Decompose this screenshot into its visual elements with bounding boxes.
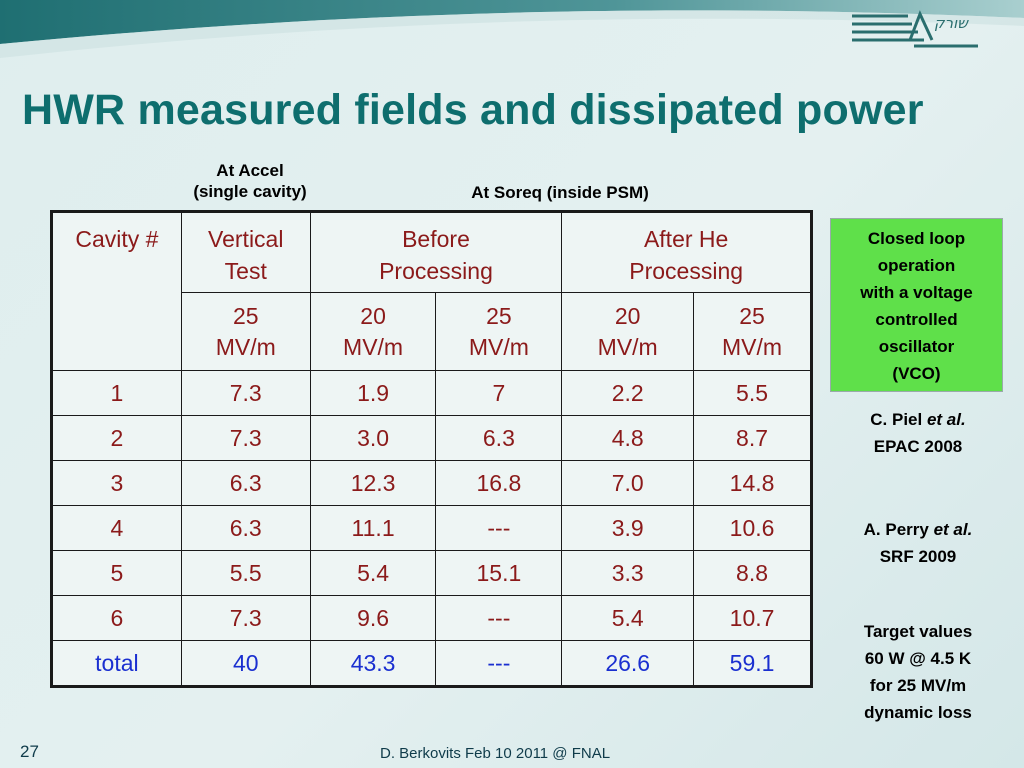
- table-cell: 5.4: [309, 550, 437, 596]
- table-cell: 5.4: [561, 595, 695, 641]
- table-cell: 10.6: [693, 505, 811, 551]
- label-at-accel-line2: (single cavity): [193, 182, 307, 201]
- table-row: 2 7.3 3.0 6.3 4.8 8.7: [52, 415, 811, 461]
- header-after-he-processing: After He Processing: [561, 212, 811, 293]
- table-cell: 4.8: [561, 415, 695, 461]
- table-cell: 5: [52, 550, 182, 596]
- soreq-logo: שורק: [852, 10, 978, 48]
- table-subheader-row: 25 MV/m 20 MV/m 25 MV/m 20 MV/m 25 MV/m: [53, 292, 811, 371]
- subheader-cell: 20 MV/m: [561, 292, 695, 371]
- table-row: 4 6.3 11.1 --- 3.9 10.6: [52, 505, 811, 551]
- footer-text: D. Berkovits Feb 10 2011 @ FNAL: [380, 745, 611, 762]
- table-cell: 1: [52, 370, 182, 416]
- reference-perry: A. Perry et al. SRF 2009: [863, 520, 973, 566]
- table-cell: 3.0: [309, 415, 437, 461]
- table-cell: 10.7: [693, 595, 811, 641]
- table-cell: ---: [435, 505, 563, 551]
- table-cell: 3.9: [561, 505, 695, 551]
- fields-table: Cavity # Vertical Test Before Processing A…: [50, 210, 813, 688]
- total-cell: 43.3: [309, 640, 437, 686]
- subheader-cell: 25 MV/m: [693, 292, 811, 371]
- table-cell: 7: [435, 370, 563, 416]
- table-cell: 5.5: [180, 550, 311, 596]
- table-cell: 7.3: [180, 595, 311, 641]
- table-cell: 6: [52, 595, 182, 641]
- table-row: 3 6.3 12.3 16.8 7.0 14.8: [52, 460, 811, 506]
- label-at-accel: At Accel (single cavity): [170, 160, 330, 202]
- table-cell: 9.6: [309, 595, 437, 641]
- table-cell: 6.3: [180, 505, 311, 551]
- table-cell: 6.3: [180, 460, 311, 506]
- reference-piel: C. Piel et al. EPAC 2008: [870, 410, 966, 456]
- label-at-accel-line1: At Accel: [216, 161, 284, 180]
- table-total-row: total 40 43.3 --- 26.6 59.1: [52, 640, 811, 686]
- total-cell: 59.1: [693, 640, 811, 686]
- table-header-row: Cavity # Vertical Test Before Processing A…: [52, 212, 811, 371]
- total-cell: ---: [435, 640, 563, 686]
- total-cell: 26.6: [561, 640, 695, 686]
- total-cell: 40: [180, 640, 311, 686]
- subheader-cell: 25 MV/m: [180, 292, 311, 371]
- table-row: 5 5.5 5.4 15.1 3.3 8.8: [52, 550, 811, 596]
- table-row: 6 7.3 9.6 --- 5.4 10.7: [52, 595, 811, 641]
- table-cell: 5.5: [693, 370, 811, 416]
- table-cell: 7.3: [180, 370, 311, 416]
- table-cell: 7.0: [561, 460, 695, 506]
- vco-note-box: Closed loop operation with a voltage con…: [830, 218, 1003, 392]
- table-cell: 2.2: [561, 370, 695, 416]
- table-cell: 1.9: [309, 370, 437, 416]
- table-cell: 3: [52, 460, 182, 506]
- table-row: 1 7.3 1.9 7 2.2 5.5: [52, 370, 811, 416]
- table-cell: ---: [435, 595, 563, 641]
- header-cavity: Cavity #: [52, 212, 182, 371]
- header-vertical-test: Vertical Test: [180, 212, 311, 293]
- table-cell: 4: [52, 505, 182, 551]
- table-cell: 15.1: [435, 550, 563, 596]
- slide-title: HWR measured fields and dissipated power: [22, 86, 924, 134]
- slide-number: 27: [20, 742, 39, 761]
- target-values-note: Target values 60 W @ 4.5 K for 25 MV/m d…: [863, 622, 973, 722]
- header-before-processing: Before Processing: [309, 212, 563, 293]
- table-cell: 16.8: [435, 460, 563, 506]
- table-cell: 8.8: [693, 550, 811, 596]
- label-at-soreq: At Soreq (inside PSM): [471, 183, 649, 202]
- total-label: total: [52, 640, 182, 686]
- table-cell: 6.3: [435, 415, 563, 461]
- logo-text: שורק: [934, 14, 969, 32]
- table-cell: 11.1: [309, 505, 437, 551]
- table-cell: 2: [52, 415, 182, 461]
- table-cell: 12.3: [309, 460, 437, 506]
- subheader-cell: 25 MV/m: [435, 292, 563, 371]
- table-cell: 8.7: [693, 415, 811, 461]
- table-cell: 3.3: [561, 550, 695, 596]
- table-cell: 7.3: [180, 415, 311, 461]
- subheader-cell: 20 MV/m: [309, 292, 437, 371]
- table-cell: 14.8: [693, 460, 811, 506]
